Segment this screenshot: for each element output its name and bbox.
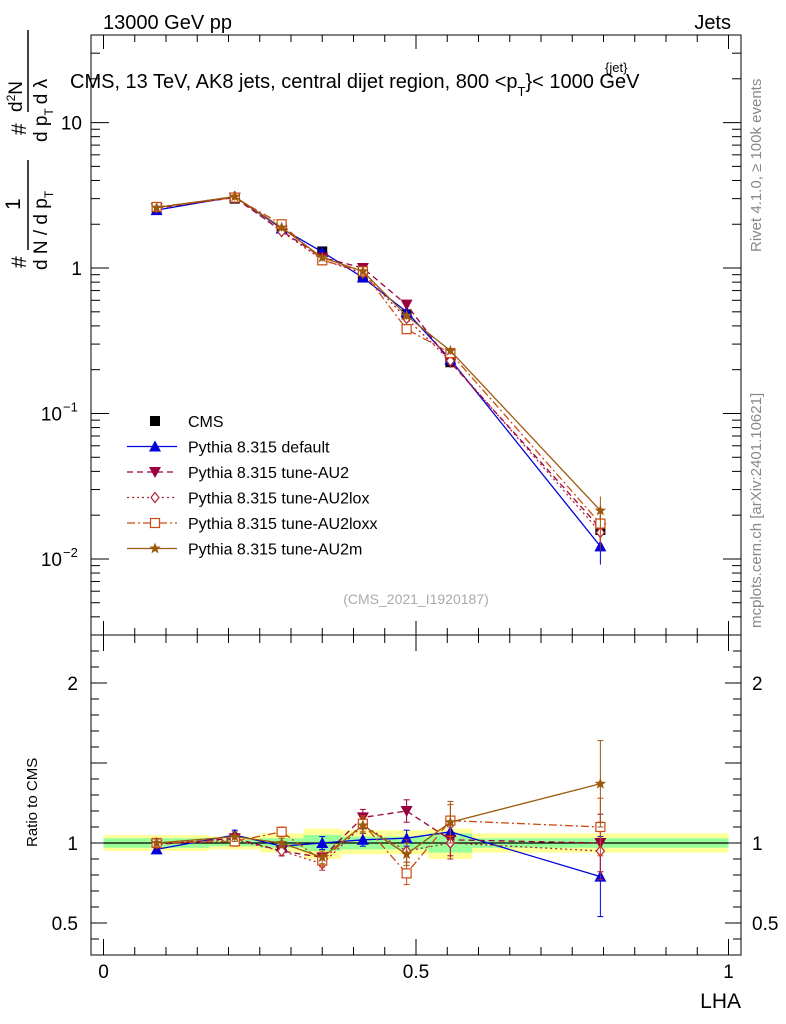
ratio-y-tick-label-left: 1: [67, 834, 78, 855]
legend-marker-au2lox: [150, 491, 160, 504]
ratio-y-tick-label-left: 0.5: [52, 914, 78, 935]
main-y-tick-exponent: −2: [63, 545, 78, 560]
ylabel-dn-text: d N / d p: [31, 198, 52, 270]
main-series-layer: [150, 190, 607, 565]
ratio-point-au2m: [275, 837, 288, 848]
main-point-au2lox: [445, 354, 456, 367]
ylabel-dpt-text: d p: [31, 116, 52, 142]
ratio-y-tick-label-left: 2: [67, 674, 78, 695]
legend-marker-au2: [149, 467, 161, 478]
main-y-axis-label: # 1 d N / d pT # d2N d pTd λ: [2, 30, 56, 270]
legend-label-default: Pythia 8.315 default: [188, 440, 330, 457]
ratio-series-layer: [150, 740, 607, 918]
main-point-au2m: [357, 265, 369, 277]
ratio-y-axis-label: Ratio to CMS: [24, 758, 41, 847]
title-suffix: }< 1000 GeV: [525, 71, 640, 93]
ratio-line-au2lox: [156, 824, 601, 865]
ratio-x-tick-label: 1: [723, 962, 734, 983]
ratio-plot-frame: [90, 634, 742, 956]
ylabel-t-sub-2: T: [42, 108, 56, 116]
ylabel-dn-dpt: d N / d pT: [31, 190, 56, 270]
ratio-x-tick-label: 0: [98, 962, 109, 983]
main-point-au2m: [594, 504, 607, 516]
legend-marker-au2m: [149, 542, 161, 554]
legend-marker-au2loxx: [149, 517, 161, 529]
main-y-tick-exponent: −1: [63, 399, 78, 414]
legend-label-au2loxx: Pythia 8.315 tune-AU2loxx: [188, 516, 377, 533]
ratio-point-default: [356, 833, 369, 845]
main-title: CMS, 13 TeV, AK8 jets, central dijet reg…: [70, 71, 640, 99]
ratio-point-au2: [400, 806, 413, 817]
ylabel-d2n: d2N: [4, 81, 27, 112]
ratio-point-default: [316, 837, 329, 848]
mcplots-label: mcplots.cern.ch [arXiv:2401.10621]: [748, 393, 765, 628]
ratio-y-tick-label-right: 0.5: [752, 914, 778, 935]
rivet-version-label: Rivet 4.1.0, ≥ 100k events: [748, 79, 765, 252]
legend-label-au2m: Pythia 8.315 tune-AU2m: [188, 542, 362, 559]
main-point-au2: [400, 299, 413, 311]
legend-label-au2: Pythia 8.315 tune-AU2: [188, 465, 349, 482]
main-y-tick-label: 1: [71, 259, 82, 280]
title-prefix: CMS, 13 TeV, AK8 jets, central dijet reg…: [70, 71, 518, 93]
ylabel-hash: #: [8, 256, 31, 268]
ylabel-sq: 2: [4, 94, 18, 101]
header-jets-label: Jets: [694, 12, 731, 34]
ratio-y-tick-label-right: 2: [752, 674, 763, 695]
main-line-au2lox: [156, 195, 601, 533]
ratio-point-au2m: [150, 837, 163, 848]
ylabel-n-text: N: [6, 81, 27, 95]
title-superscript: {jet}: [605, 60, 628, 75]
ratio-x-tick-label: 0.5: [403, 962, 429, 983]
main-point-au2m: [275, 221, 288, 233]
ratio-point-au2loxx: [276, 826, 287, 837]
ratio-y-tick-label-right: 1: [752, 834, 763, 855]
legend-label-au2lox: Pythia 8.315 tune-AU2lox: [188, 491, 369, 508]
ratio-point-default: [400, 832, 413, 844]
ratio-point-au2m: [357, 819, 369, 831]
main-y-tick-label: 10: [41, 550, 62, 571]
main-point-au2m: [316, 251, 328, 263]
main-line-au2: [156, 196, 601, 529]
ratio-point-au2m: [594, 777, 607, 789]
ylabel-t-sub: T: [42, 190, 56, 198]
ratio-point-au2loxx: [401, 868, 412, 879]
ratio-point-au2lox: [276, 845, 287, 857]
main-point-au2loxx: [401, 324, 412, 335]
legend-label-cms: CMS: [188, 414, 224, 431]
ratio-point-au2m: [400, 848, 413, 860]
ratio-point-au2m: [444, 816, 457, 828]
main-point-au2m: [444, 344, 457, 356]
title-sub: T: [518, 84, 526, 99]
legend-marker-cms: [150, 416, 160, 426]
ylabel-one: 1: [2, 198, 25, 210]
main-y-tick-label: 10: [61, 114, 82, 135]
ratio-bands-layer: [103, 828, 729, 859]
main-point-au2m: [150, 201, 163, 213]
ylabel-dlam-text: d λ: [31, 78, 52, 104]
main-point-au2m: [229, 190, 241, 202]
ratio-line-au2: [156, 810, 601, 859]
ratio-point-au2m: [229, 830, 241, 842]
main-line-au2m: [156, 195, 601, 512]
main-y-tick-label: 10: [41, 404, 62, 425]
ratio-line-au2m: [156, 783, 601, 859]
legend: CMS Pythia 8.315 default Pythia 8.315 tune…: [127, 414, 377, 559]
ylabel-hash-2: #: [8, 123, 31, 135]
ylabel-dpt-dlam: d pTd λ: [31, 78, 56, 142]
ratio-point-au2m: [316, 851, 328, 863]
legend-marker-default: [149, 440, 161, 452]
analysis-watermark: (CMS_2021_I1920187): [343, 591, 489, 607]
ratio-axes-ticks: 0.5 0.5 1 1 2 2 0 0.5 1: [52, 634, 778, 983]
ylabel-d-text: d: [6, 101, 27, 112]
x-axis-label: LHA: [700, 990, 741, 1013]
main-point-au2m: [400, 309, 413, 321]
header-energy-label: 13000 GeV pp: [103, 12, 232, 34]
